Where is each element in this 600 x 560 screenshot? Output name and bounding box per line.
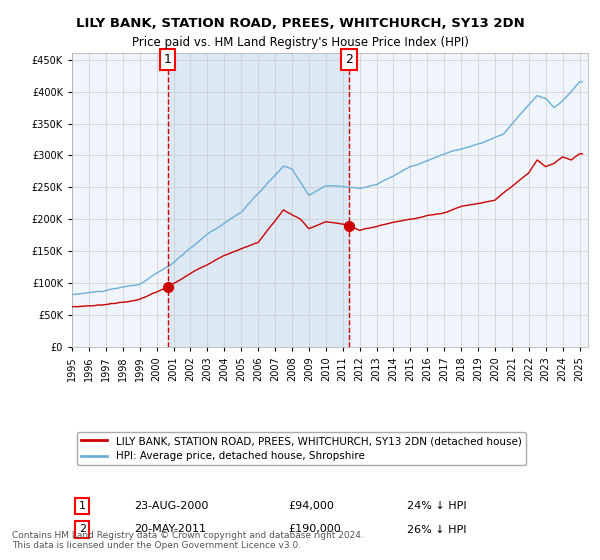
- Text: £94,000: £94,000: [289, 501, 335, 511]
- Text: Contains HM Land Registry data © Crown copyright and database right 2024.
This d: Contains HM Land Registry data © Crown c…: [12, 530, 364, 550]
- Text: 24% ↓ HPI: 24% ↓ HPI: [407, 501, 467, 511]
- Text: 1: 1: [164, 53, 172, 66]
- Text: LILY BANK, STATION ROAD, PREES, WHITCHURCH, SY13 2DN: LILY BANK, STATION ROAD, PREES, WHITCHUR…: [76, 17, 524, 30]
- Text: 1: 1: [79, 501, 86, 511]
- Bar: [167, 53, 349, 347]
- Text: Price paid vs. HM Land Registry's House Price Index (HPI): Price paid vs. HM Land Registry's House …: [131, 36, 469, 49]
- Text: 26% ↓ HPI: 26% ↓ HPI: [407, 525, 467, 534]
- Text: 2: 2: [345, 53, 353, 66]
- Text: 23-AUG-2000: 23-AUG-2000: [134, 501, 208, 511]
- Legend: LILY BANK, STATION ROAD, PREES, WHITCHURCH, SY13 2DN (detached house), HPI: Aver: LILY BANK, STATION ROAD, PREES, WHITCHUR…: [77, 432, 526, 465]
- Text: £190,000: £190,000: [289, 525, 341, 534]
- Text: 20-MAY-2011: 20-MAY-2011: [134, 525, 206, 534]
- Text: 2: 2: [79, 525, 86, 534]
